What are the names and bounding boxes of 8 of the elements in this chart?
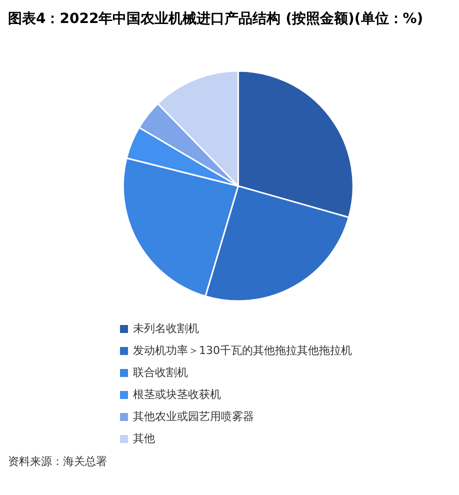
legend-label: 根茎或块茎收获机 [133, 387, 221, 403]
legend-label: 联合收割机 [133, 365, 188, 381]
legend-label: 发动机功率＞130千瓦的其他拖拉其他拖拉机 [133, 343, 352, 359]
legend-label: 未列名收割机 [133, 321, 199, 337]
legend-label: 其他农业或园艺用喷雾器 [133, 409, 254, 425]
legend-label: 其他 [133, 431, 155, 447]
text: 资料来源：海关总署 [8, 454, 108, 469]
chart-title: 图表4：2022年中国农业机械进口产品结构 (按照金额)(单位：%) [8, 10, 424, 29]
